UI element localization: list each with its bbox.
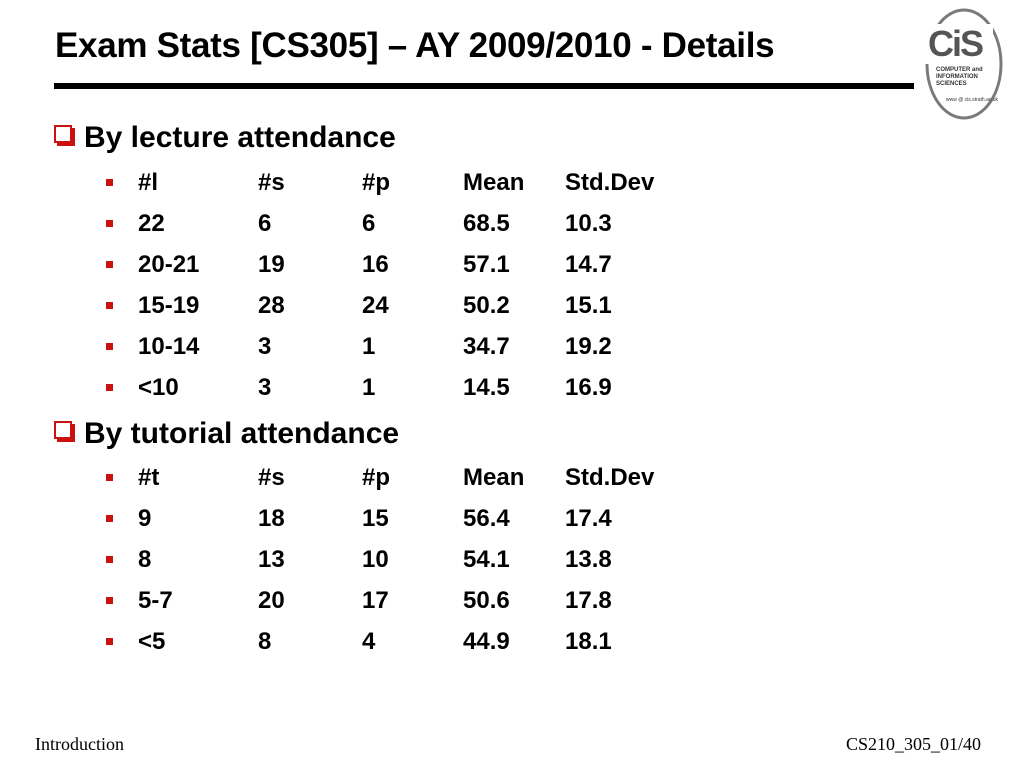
square-bullet-icon <box>106 179 113 186</box>
cell-students: 18 <box>258 505 285 532</box>
footer-slide-number: CS210_305_01/40 <box>845 734 981 754</box>
cell-passes: 15 <box>362 505 389 532</box>
logo-mark: CiS <box>928 23 983 64</box>
cell-stddev: 13.8 <box>565 546 612 573</box>
cell-passes: 6 <box>362 210 376 237</box>
footer-topic: Introduction <box>35 734 124 754</box>
title-divider <box>54 83 914 89</box>
square-bullet-icon <box>106 474 113 481</box>
cell-lectures: 10-14 <box>138 333 200 360</box>
cell-passes: 17 <box>362 587 389 614</box>
section-tutorial-attendance: By tutorial attendance <box>54 418 399 449</box>
cell-mean: 54.1 <box>463 546 510 573</box>
logo-line-3: SCIENCES <box>936 81 967 87</box>
hollow-square-bullet-icon <box>54 125 72 144</box>
cell-mean: 50.2 <box>463 292 510 319</box>
cell-stddev: 17.8 <box>565 587 612 614</box>
square-bullet-icon <box>106 302 113 309</box>
cell-stddev: Std.Dev <box>565 169 655 196</box>
cell-students: 6 <box>258 210 272 237</box>
cell-students: 19 <box>258 251 285 278</box>
cell-stddev: 10.3 <box>565 210 612 237</box>
cell-passes: 24 <box>362 292 389 319</box>
cell-students: 3 <box>258 374 272 401</box>
cell-passes: 1 <box>362 374 376 401</box>
cell-stddev: 19.2 <box>565 333 612 360</box>
cell-students: 3 <box>258 333 272 360</box>
square-bullet-icon <box>106 556 113 563</box>
cell-tutorials: #t <box>138 464 160 491</box>
slide-title: Exam Stats [CS305] – AY 2009/2010 - Deta… <box>55 26 775 65</box>
cell-students: 8 <box>258 628 272 655</box>
cell-passes: 10 <box>362 546 389 573</box>
cell-students: #s <box>258 464 285 491</box>
hollow-square-bullet-icon <box>54 421 72 440</box>
cell-passes: #p <box>362 169 391 196</box>
square-bullet-icon <box>106 515 113 522</box>
logo-line-1: COMPUTER and <box>936 67 983 73</box>
cell-mean: 56.4 <box>463 505 510 532</box>
square-bullet-icon <box>106 638 113 645</box>
cell-mean: Mean <box>463 464 525 491</box>
section-heading: By tutorial attendance <box>84 417 400 451</box>
cell-mean: Mean <box>463 169 525 196</box>
cell-mean: 34.7 <box>463 333 510 360</box>
cell-students: 13 <box>258 546 285 573</box>
cell-mean: 14.5 <box>463 374 510 401</box>
cell-lectures: 22 <box>138 210 165 237</box>
cis-logo-icon: CiS COMPUTER and INFORMATION SCIENCES ww… <box>925 8 1003 120</box>
cell-stddev: Std.Dev <box>565 464 655 491</box>
cell-passes: 1 <box>362 333 376 360</box>
cell-lectures: <10 <box>138 374 179 401</box>
logo-url: www @ cis.strath.ac.uk <box>946 97 999 103</box>
cell-tutorials: <5 <box>138 628 166 655</box>
cell-passes: 4 <box>362 628 376 655</box>
section-heading: By lecture attendance <box>84 121 396 155</box>
cell-mean: 50.6 <box>463 587 510 614</box>
cell-stddev: 15.1 <box>565 292 612 319</box>
cell-lectures: 20-21 <box>138 251 200 278</box>
square-bullet-icon <box>106 343 113 350</box>
cell-passes: #p <box>362 464 391 491</box>
cell-students: 28 <box>258 292 285 319</box>
logo-line-2: INFORMATION <box>936 74 978 80</box>
cell-stddev: 17.4 <box>565 505 612 532</box>
cell-stddev: 18.1 <box>565 628 612 655</box>
cell-tutorials: 9 <box>138 505 152 532</box>
square-bullet-icon <box>106 384 113 391</box>
cell-mean: 68.5 <box>463 210 510 237</box>
cell-lectures: #l <box>138 169 159 196</box>
cell-stddev: 16.9 <box>565 374 612 401</box>
square-bullet-icon <box>106 220 113 227</box>
cell-passes: 16 <box>362 251 389 278</box>
square-bullet-icon <box>106 597 113 604</box>
square-bullet-icon <box>106 261 113 268</box>
cell-mean: 57.1 <box>463 251 510 278</box>
cell-mean: 44.9 <box>463 628 510 655</box>
section-lecture-attendance: By lecture attendance <box>54 122 396 153</box>
cell-tutorials: 8 <box>138 546 152 573</box>
cell-students: 20 <box>258 587 285 614</box>
cell-students: #s <box>258 169 285 196</box>
cell-tutorials: 5-7 <box>138 587 173 614</box>
cell-stddev: 14.7 <box>565 251 612 278</box>
cell-lectures: 15-19 <box>138 292 200 319</box>
